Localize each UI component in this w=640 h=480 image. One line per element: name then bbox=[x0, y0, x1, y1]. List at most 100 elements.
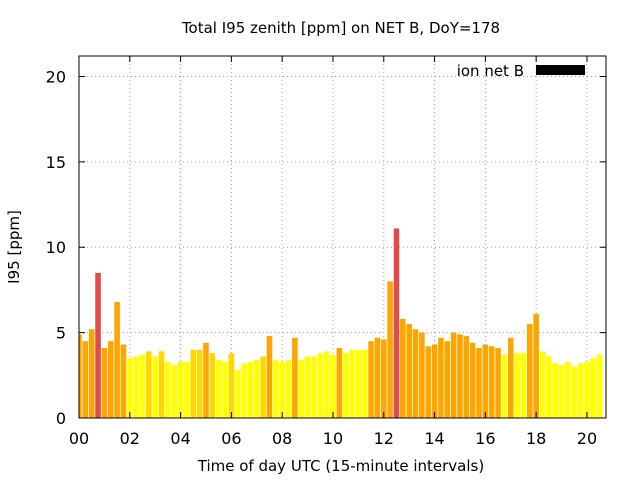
bar bbox=[88, 329, 95, 418]
bar bbox=[514, 353, 520, 418]
bar bbox=[234, 370, 241, 418]
y-tick-label: 0 bbox=[56, 409, 66, 428]
bar bbox=[285, 359, 292, 418]
bar bbox=[520, 353, 527, 418]
bar bbox=[114, 301, 120, 418]
bar bbox=[222, 361, 228, 418]
plot-border bbox=[78, 55, 607, 419]
bar bbox=[196, 349, 203, 418]
bar bbox=[317, 353, 324, 418]
bar bbox=[565, 361, 571, 418]
bar bbox=[368, 341, 374, 418]
y-tick-label: 20 bbox=[46, 67, 66, 86]
bar bbox=[139, 354, 146, 418]
x-tick-label: 10 bbox=[323, 429, 343, 448]
bar bbox=[342, 353, 349, 418]
bar bbox=[298, 359, 305, 418]
bar bbox=[279, 361, 285, 418]
y-tick-label: 15 bbox=[46, 153, 66, 172]
x-tick-label: 00 bbox=[69, 429, 89, 448]
bar bbox=[533, 313, 539, 418]
bar bbox=[444, 341, 451, 418]
grid-lines bbox=[79, 56, 606, 418]
bar bbox=[165, 361, 171, 418]
x-tick-label: 14 bbox=[424, 429, 444, 448]
bar bbox=[425, 346, 432, 418]
bar bbox=[400, 318, 406, 418]
bar bbox=[336, 347, 343, 418]
y-axis-label: I95 [ppm] bbox=[5, 210, 23, 284]
bar bbox=[501, 354, 508, 418]
bar bbox=[266, 336, 273, 418]
bar bbox=[584, 361, 590, 418]
bar bbox=[177, 361, 184, 418]
bar bbox=[387, 281, 393, 418]
bar bbox=[247, 361, 254, 418]
bar bbox=[380, 339, 387, 418]
bar bbox=[596, 354, 603, 418]
legend: ion net B bbox=[457, 62, 585, 80]
bar bbox=[101, 347, 108, 418]
bar bbox=[482, 344, 489, 418]
bar bbox=[95, 272, 101, 418]
y-tick-label: 10 bbox=[46, 238, 66, 257]
x-tick-label: 20 bbox=[577, 429, 597, 448]
bar bbox=[190, 349, 197, 418]
bar bbox=[463, 336, 470, 418]
bar bbox=[393, 228, 400, 418]
bar bbox=[558, 365, 565, 418]
bar bbox=[323, 351, 330, 418]
bar bbox=[241, 363, 247, 418]
x-tick-label: 12 bbox=[374, 429, 394, 448]
bar bbox=[355, 349, 362, 418]
x-tick-label: 16 bbox=[475, 429, 495, 448]
bar bbox=[273, 359, 279, 418]
legend-label: ion net B bbox=[457, 62, 524, 80]
bar bbox=[292, 337, 298, 418]
bar bbox=[82, 341, 89, 418]
bar bbox=[215, 359, 222, 418]
bar bbox=[127, 358, 133, 418]
bar bbox=[311, 356, 317, 418]
bar bbox=[171, 365, 178, 418]
bar bbox=[120, 344, 127, 418]
bar bbox=[152, 356, 158, 418]
bar bbox=[184, 361, 190, 418]
bar bbox=[349, 349, 355, 418]
bar bbox=[304, 356, 311, 418]
x-axis-label: Time of day UTC (15-minute intervals) bbox=[197, 457, 484, 475]
bar bbox=[469, 342, 476, 418]
bar bbox=[450, 332, 457, 418]
bar bbox=[457, 334, 463, 418]
bar bbox=[253, 359, 260, 418]
bar bbox=[330, 354, 336, 418]
bar bbox=[79, 334, 82, 418]
bar bbox=[361, 349, 368, 418]
x-tick-label: 08 bbox=[272, 429, 292, 448]
chart-title: Total I95 zenith [ppm] on NET B, DoY=178 bbox=[181, 19, 500, 37]
bar bbox=[495, 347, 501, 418]
x-tick-label: 04 bbox=[170, 429, 190, 448]
x-tick-labels: 00 02 04 06 08 10 12 14 16 18 20 bbox=[69, 429, 597, 448]
bar bbox=[431, 344, 438, 418]
bar bbox=[203, 342, 209, 418]
bar bbox=[488, 346, 495, 418]
bar bbox=[107, 341, 114, 418]
bar bbox=[158, 351, 165, 418]
y-tick-label: 5 bbox=[56, 324, 66, 343]
bar bbox=[419, 332, 425, 418]
bar bbox=[209, 353, 216, 418]
bar bbox=[260, 356, 266, 418]
bar bbox=[527, 324, 533, 418]
bar bbox=[571, 366, 578, 418]
bar bbox=[133, 356, 139, 418]
y-tick-labels: 0 5 10 15 20 bbox=[46, 67, 66, 428]
bars bbox=[79, 228, 603, 418]
bar bbox=[539, 351, 546, 418]
x-tick-label: 02 bbox=[120, 429, 140, 448]
bar bbox=[590, 358, 597, 418]
legend-swatch bbox=[536, 65, 585, 75]
bar bbox=[546, 356, 552, 418]
bar bbox=[374, 337, 381, 418]
